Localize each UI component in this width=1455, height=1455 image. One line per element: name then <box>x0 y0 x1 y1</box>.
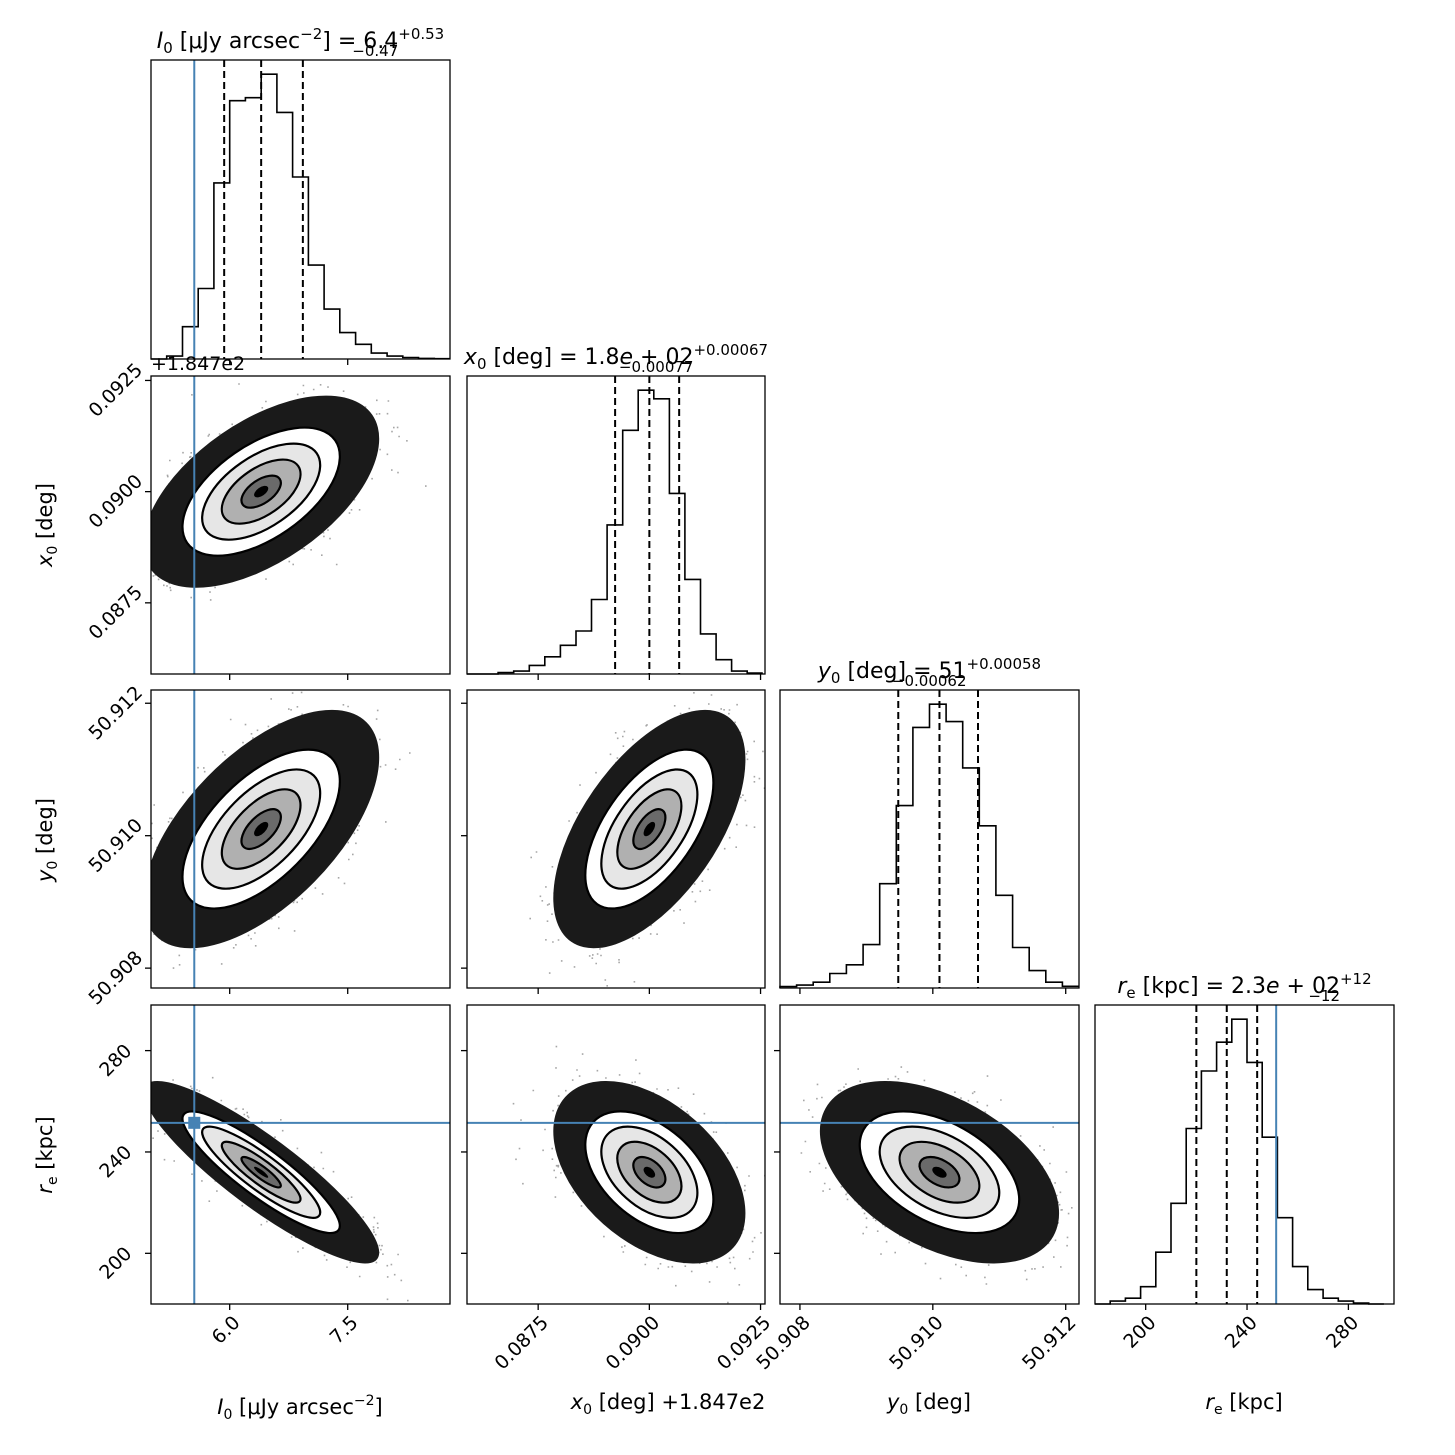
y-tick-label: 0.0875 <box>85 581 148 644</box>
panel-frame <box>779 689 1080 989</box>
y-tick-label: 50.908 <box>85 947 148 1010</box>
density-peak <box>254 821 269 837</box>
y-tick-label: 240 <box>95 1141 136 1182</box>
y-tick-label: 0.0925 <box>85 359 148 422</box>
y-tick-label: 0.0900 <box>85 470 148 533</box>
histogram-panel-x0: x0 [deg] = 1.8e + 02+0.00067 −0.00077 <box>463 341 768 675</box>
histogram-step <box>1095 1018 1384 1305</box>
histogram-panel-y0: y0 [deg] = 51+0.00058 −0.00062 <box>779 655 1080 989</box>
scatter-panel-I0-vs-re <box>150 1004 451 1305</box>
panel-frame <box>779 1004 1080 1305</box>
scatter-panel-I0-vs-y0 <box>150 689 451 989</box>
density-layer <box>151 1076 409 1302</box>
y-tick-label: 50.912 <box>85 682 148 745</box>
histogram-title: x0 [deg] = 1.8e + 02+0.00067 −0.00077 <box>463 341 768 376</box>
panel-frame <box>466 1004 766 1305</box>
histogram-title: re [kpc] = 2.3e + 02+12 −12 <box>1117 970 1371 1005</box>
x-tick-label: 240 <box>1221 1312 1262 1353</box>
histogram-title: y0 [deg] = 51+0.00058 −0.00062 <box>817 655 1041 690</box>
y-axis-label-x0: x0 [deg] <box>33 483 61 568</box>
panel-frame <box>150 59 451 360</box>
histogram-step <box>151 73 450 360</box>
scatter-panel-I0-vs-x0 <box>150 375 451 675</box>
density-layer <box>151 691 411 969</box>
offset-text-I0-top: +1.847e2 <box>151 353 245 375</box>
panel-frame <box>466 375 766 675</box>
density-peak <box>932 1166 947 1178</box>
scatter-panel-x0-vs-re <box>466 1004 766 1305</box>
x-tick-label: 50.910 <box>885 1312 948 1375</box>
histogram-panel-I0: I0 [μJy arcsec−2] = 6.4+0.53 −0.47 <box>150 25 451 360</box>
scatter-panel-x0-vs-y0 <box>466 689 766 989</box>
panel-frame <box>150 375 451 675</box>
density-layer <box>800 1066 1073 1285</box>
histogram-panel-re: re [kpc] = 2.3e + 02+12 −12 <box>1094 970 1395 1305</box>
x-tick-label: 280 <box>1322 1312 1363 1353</box>
x-tick-label: 200 <box>1119 1312 1160 1353</box>
x-axis-label-x0: x0 [deg] +1.847e2 <box>570 1390 766 1418</box>
histogram-title: I0 [μJy arcsec−2] = 6.4+0.53 −0.47 <box>157 25 444 60</box>
x-axis-label-I0: I0 [μJy arcsec−2] <box>217 1393 383 1423</box>
histogram-step <box>779 703 1079 988</box>
x-tick-label: 0.0900 <box>602 1312 665 1375</box>
y-tick-label: 280 <box>95 1040 136 1081</box>
panel-frame <box>150 1004 451 1305</box>
panel-frame <box>1094 1004 1395 1305</box>
density-layer <box>529 692 765 987</box>
density-peak <box>643 821 656 837</box>
y-tick-label: 200 <box>95 1243 136 1284</box>
x-tick-label: 0.0875 <box>490 1312 553 1375</box>
y-axis-label-re: re [kpc] <box>33 1116 61 1193</box>
density-peak <box>643 1166 656 1178</box>
density-layer <box>512 1045 765 1304</box>
panel-frame <box>150 689 451 989</box>
truth-marker <box>188 1116 201 1129</box>
y-tick-label: 50.910 <box>85 814 148 877</box>
y-axis-label-y0: y0 [deg] <box>33 798 61 883</box>
density-peak <box>254 1166 269 1178</box>
histogram-step <box>467 389 763 675</box>
density-peak <box>254 485 269 498</box>
x-tick-label: 50.912 <box>1018 1312 1081 1375</box>
panel-frame <box>466 689 766 989</box>
density-layer <box>151 383 427 601</box>
x-tick-label: 6.0 <box>208 1312 245 1349</box>
x-axis-label-y0: y0 [deg] <box>886 1390 971 1418</box>
x-tick-label: 7.5 <box>326 1312 363 1349</box>
scatter-panel-y0-vs-re <box>779 1004 1080 1305</box>
x-axis-label-re: re [kpc] <box>1205 1390 1282 1418</box>
